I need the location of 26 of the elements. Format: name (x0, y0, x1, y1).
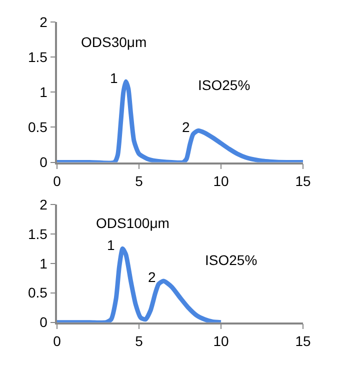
x-tick-label: 10 (213, 172, 229, 189)
annotation: 1 (110, 70, 118, 86)
x-tick-label: 15 (295, 332, 311, 349)
y-tick-label: 0.5 (28, 119, 48, 136)
y-tick-label: 0 (40, 314, 48, 330)
annotation: 2 (148, 269, 156, 285)
x-tick-label: 0 (53, 332, 62, 349)
y-tick-label: 1 (40, 255, 48, 272)
annotation: ODS100μm (96, 215, 170, 231)
annotation: ISO25% (205, 252, 258, 268)
annotation: 2 (182, 119, 190, 135)
x-tick-label: 15 (295, 172, 311, 189)
annotation: ISO25% (198, 77, 250, 93)
x-tick-label: 0 (53, 172, 62, 189)
y-tick-label: 0 (40, 154, 48, 170)
y-tick-label: 2 (40, 196, 48, 212)
x-tick-label: 10 (213, 332, 229, 349)
y-tick-label: 1 (40, 84, 48, 100)
x-tick-label: 5 (135, 332, 144, 349)
y-tick-label: 1.5 (28, 226, 48, 242)
x-tick-label: 5 (135, 172, 144, 189)
annotation: ODS30μm (81, 34, 147, 50)
annotation: 1 (107, 237, 115, 253)
y-tick-label: 2 (40, 14, 48, 30)
y-tick-label: 1.5 (28, 48, 48, 65)
y-tick-label: 0.5 (28, 284, 48, 301)
